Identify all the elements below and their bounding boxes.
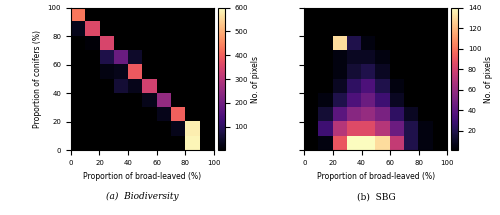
X-axis label: Proportion of broad-leaved (%): Proportion of broad-leaved (%) [84, 172, 202, 181]
X-axis label: Proportion of broad-leaved (%): Proportion of broad-leaved (%) [317, 172, 435, 181]
Y-axis label: Proportion of conifers (%): Proportion of conifers (%) [33, 30, 42, 128]
Title: (b)  SBG: (b) SBG [356, 192, 396, 201]
Y-axis label: No. of pixels: No. of pixels [250, 55, 260, 103]
Title: (a)  Biodiversity: (a) Biodiversity [106, 192, 178, 201]
Y-axis label: No. of pixels: No. of pixels [484, 55, 493, 103]
